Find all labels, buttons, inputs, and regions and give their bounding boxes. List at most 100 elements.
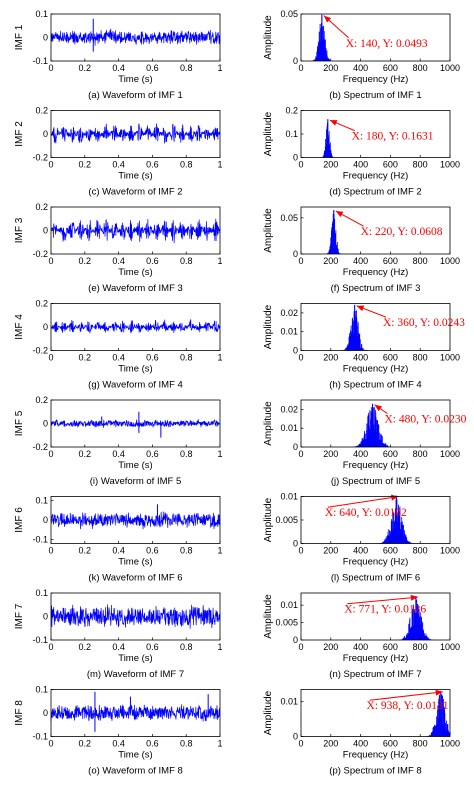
y-tick-label: 0.01 (280, 697, 298, 707)
x-tick-label: 200 (323, 63, 338, 73)
x-tick-label: 1 (217, 256, 222, 266)
peak-annotation: X: 140, Y: 0.0493 (346, 38, 428, 50)
y-tick-label: 0.02 (280, 404, 298, 414)
panel-caption: (g) Waveform of IMF 4 (88, 380, 183, 391)
x-tick-label: 200 (323, 449, 338, 459)
y-axis-label: Amplitude (263, 111, 274, 156)
y-tick-label: -0.1 (32, 732, 48, 742)
y-tick-label: 0 (293, 56, 298, 66)
x-tick-label: 1000 (440, 353, 460, 363)
x-tick-label: 0.4 (112, 256, 125, 266)
x-tick-label: 0.4 (112, 449, 125, 459)
annotation-arrow (369, 691, 443, 701)
y-axis-label: Amplitude (263, 497, 274, 542)
x-tick-label: 600 (383, 63, 398, 73)
y-tick-label: 0 (43, 612, 48, 622)
panel-caption: (h) Spectrum of IMF 4 (329, 380, 421, 391)
x-axis-label: Frequency (Hz) (343, 557, 408, 568)
y-tick-label: 0.1 (35, 588, 48, 598)
x-tick-label: 800 (413, 256, 428, 266)
y-tick-label: 0.05 (280, 213, 298, 223)
y-tick-label: 0.2 (35, 299, 48, 309)
x-tick-label: 0.2 (79, 739, 92, 749)
y-axis-label: IMF 1 (14, 24, 25, 50)
y-axis-label: Amplitude (263, 208, 274, 253)
x-axis-label: Time (s) (118, 267, 152, 278)
y-tick-label: 0 (43, 129, 48, 139)
x-tick-label: 0 (48, 63, 53, 73)
x-tick-label: 0.6 (146, 63, 159, 73)
y-tick-label: 0.1 (35, 9, 48, 19)
x-tick-label: 0.8 (180, 160, 193, 170)
y-tick-label: 0.005 (275, 618, 298, 628)
x-tick-label: 1 (217, 546, 222, 556)
axes-frame (300, 592, 451, 641)
y-tick-label: 0 (293, 539, 298, 549)
x-tick-label: 0.2 (79, 160, 92, 170)
x-axis-label: Frequency (Hz) (343, 267, 408, 278)
x-tick-label: 0 (48, 739, 53, 749)
y-tick-label: 0.01 (280, 327, 298, 337)
y-tick-label: 0 (43, 515, 48, 525)
panel-caption: (d) Spectrum of IMF 2 (329, 187, 421, 198)
x-tick-label: 0 (298, 546, 303, 556)
x-tick-label: 0.4 (112, 353, 125, 363)
y-axis-label: Amplitude (263, 304, 274, 349)
x-tick-label: 400 (353, 256, 368, 266)
x-tick-label: 200 (323, 353, 338, 363)
y-tick-label: 0.005 (275, 515, 298, 525)
x-axis-label: Frequency (Hz) (343, 750, 408, 761)
x-tick-label: 0.2 (79, 642, 92, 652)
x-tick-label: 0.2 (79, 546, 92, 556)
panel-caption: (i) Waveform of IMF 5 (90, 476, 182, 487)
x-axis-label: Frequency (Hz) (343, 460, 408, 471)
x-axis-label: Time (s) (118, 364, 152, 375)
x-tick-label: 400 (353, 449, 368, 459)
y-tick-label: 0 (43, 322, 48, 332)
x-tick-label: 400 (353, 546, 368, 556)
y-tick-label: 0 (293, 635, 298, 645)
x-axis-label: Time (s) (118, 460, 152, 471)
panel-caption: (o) Waveform of IMF 8 (88, 766, 183, 777)
y-axis-label: Amplitude (263, 401, 274, 446)
axes-frame (300, 206, 451, 255)
x-tick-label: 0 (48, 160, 53, 170)
x-tick-label: 800 (413, 63, 428, 73)
x-tick-label: 0.6 (146, 449, 159, 459)
peak-annotation: X: 771, Y: 0.0126 (344, 604, 426, 616)
spectrum-panel-3: X: 220, Y: 0.0608 0 200 400 600 800 1000 0 0.05 F… (263, 206, 460, 294)
x-tick-label: 0.4 (112, 546, 125, 556)
x-tick-label: 0 (298, 353, 303, 363)
x-tick-label: 800 (413, 739, 428, 749)
peak-annotation: X: 480, Y: 0.0230 (384, 414, 466, 426)
x-tick-label: 0 (298, 160, 303, 170)
y-tick-label: 0.2 (285, 106, 298, 116)
y-tick-label: 0.1 (35, 495, 48, 505)
y-axis-label: IMF 3 (14, 217, 25, 243)
x-tick-label: 1 (217, 739, 222, 749)
x-tick-label: 0.8 (180, 63, 193, 73)
x-tick-label: 600 (383, 739, 398, 749)
spectrum-panel-8: X: 938, Y: 0.0131 0 200 400 600 800 1000 0 0.01 F… (263, 689, 460, 777)
x-tick-label: 600 (383, 353, 398, 363)
panel-caption: (p) Spectrum of IMF 8 (329, 766, 421, 777)
y-tick-label: -0.1 (32, 56, 48, 66)
spectrum-panel-7: X: 771, Y: 0.0126 0 200 400 600 800 1000 0 0.005… (263, 592, 460, 680)
panel-caption: (l) Spectrum of IMF 6 (331, 573, 420, 584)
x-tick-label: 1000 (440, 160, 460, 170)
x-tick-label: 0 (48, 546, 53, 556)
y-tick-label: 0 (293, 153, 298, 163)
x-tick-label: 200 (323, 739, 338, 749)
panel-caption: (k) Waveform of IMF 6 (88, 573, 182, 584)
signal-trace (50, 704, 221, 722)
y-tick-label: 0 (293, 249, 298, 259)
y-tick-label: 0.1 (35, 685, 48, 695)
x-axis-label: Time (s) (118, 750, 152, 761)
panel-caption: (e) Waveform of IMF 3 (88, 283, 183, 294)
